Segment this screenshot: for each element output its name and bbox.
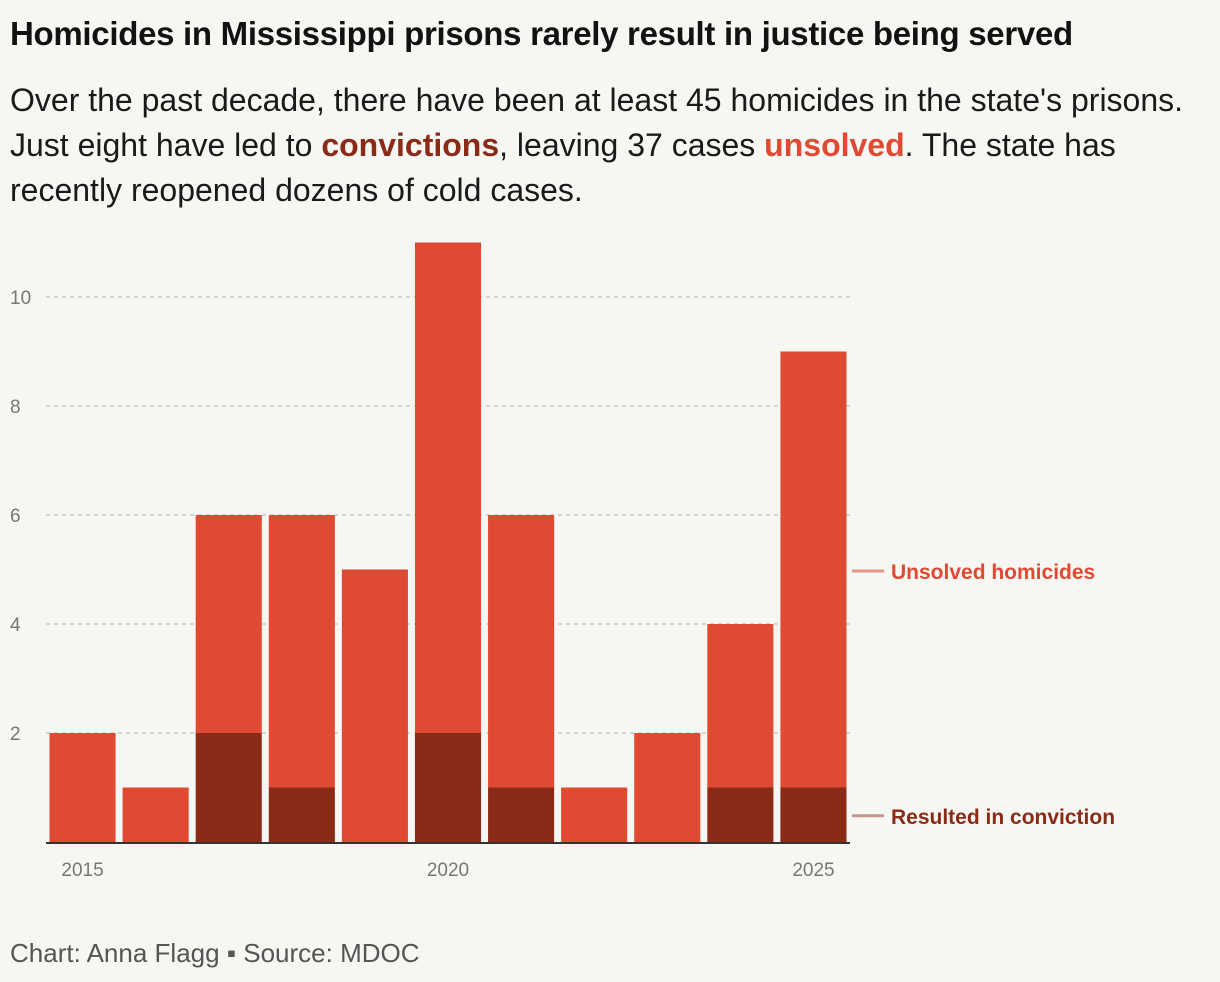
bar-unsolved-2019 (341, 569, 408, 842)
y-axis-ticks: 2 4 6 8 10 (10, 288, 31, 745)
bar-unsolved-2017 (195, 515, 262, 733)
bar-unsolved-2022 (561, 787, 628, 842)
subtitle-part2: , leaving 37 cases (499, 127, 765, 163)
subtitle-unsolved-highlight: unsolved (764, 127, 905, 163)
y-tick-label-8: 8 (10, 397, 21, 418)
x-tick-label-2025: 2025 (792, 860, 834, 881)
bar-conviction-2020 (414, 733, 482, 842)
legend-conviction-label: Resulted in conviction (891, 806, 1115, 829)
inline-legend: Unsolved homicides Resulted in conviction (852, 561, 1115, 829)
y-tick-label-10: 10 (10, 288, 31, 309)
bar-unsolved-2015 (49, 733, 116, 842)
bar-conviction-2024 (707, 787, 774, 842)
x-tick-label-2020: 2020 (427, 860, 469, 881)
chart-credit: Chart: Anna Flagg ▪ Source: MDOC (10, 938, 420, 968)
subtitle-part1: Over the past decade, there have been at… (10, 82, 1184, 163)
y-tick-label-2: 2 (10, 724, 21, 745)
stacked-bar-chart: 2 4 6 8 10 2015 2020 2025 Unsolved homicides Re… (10, 242, 1115, 881)
bar-conviction-2021 (488, 787, 555, 842)
bar-unsolved-2018 (268, 515, 335, 788)
y-tick-label-4: 4 (10, 615, 21, 636)
subtitle-convictions-highlight: convictions (321, 127, 500, 163)
chart-title: Homicides in Mississippi prisons rarely … (10, 15, 1073, 52)
bar-conviction-2025 (780, 787, 847, 842)
bar-unsolved-2020 (414, 242, 482, 733)
bar-unsolved-2021 (488, 515, 555, 788)
bar-conviction-2018 (268, 787, 335, 842)
subtitle-part3: . The state has recently reopened dozens… (10, 127, 1116, 208)
bar-unsolved-2025 (780, 351, 847, 788)
bar-unsolved-2024 (707, 624, 774, 788)
x-axis-ticks: 2015 2020 2025 (61, 860, 834, 881)
bar-unsolved-2016 (122, 787, 189, 842)
chart-subtitle: Over the past decade, there have been at… (10, 78, 1210, 213)
x-tick-label-2015: 2015 (61, 860, 103, 881)
y-tick-label-6: 6 (10, 506, 21, 527)
bars (49, 242, 847, 842)
bar-unsolved-2023 (634, 733, 701, 842)
bar-conviction-2017 (195, 733, 262, 842)
legend-unsolved-label: Unsolved homicides (891, 561, 1095, 584)
